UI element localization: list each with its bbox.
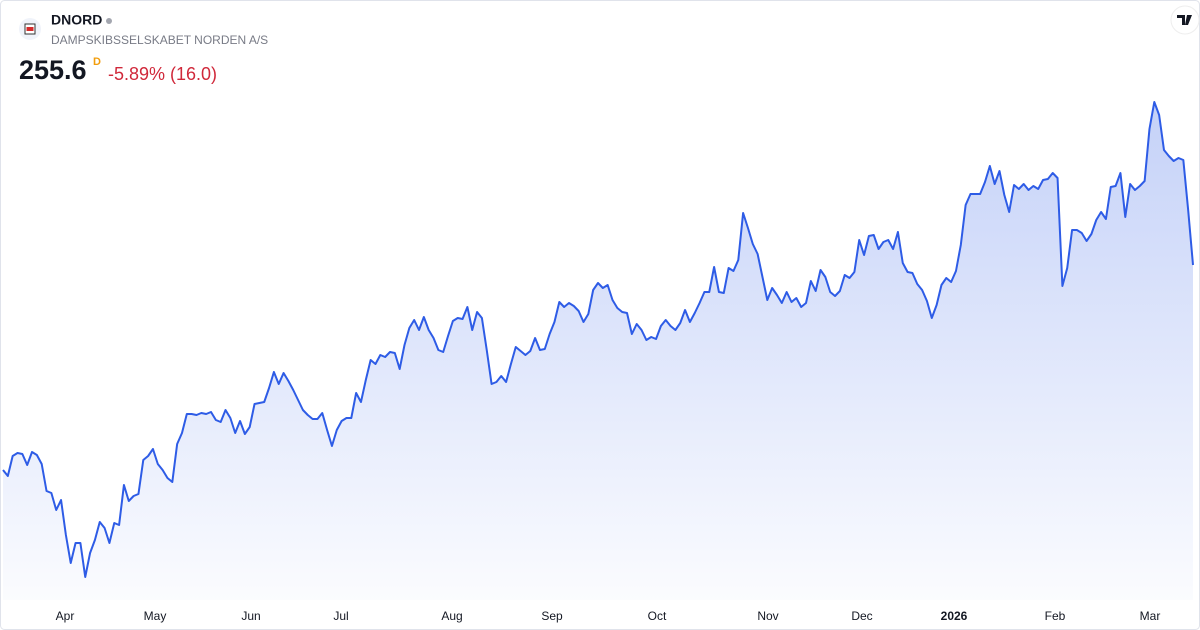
x-tick-label: Jul [333,609,348,623]
x-tick-label: Jun [241,609,260,623]
x-tick-label: Dec [851,609,872,623]
status-dot [106,18,112,24]
x-tick-label: 2026 [941,609,968,623]
symbol: DNORD [51,12,102,28]
x-tick-label: Feb [1045,609,1066,623]
logo [19,18,41,40]
x-tick-label: Oct [648,609,667,623]
x-tick-label: Mar [1140,609,1161,623]
badge: D [93,56,101,68]
tv-logo [1170,5,1200,35]
x-tick-label: Apr [56,609,75,623]
price: 255.6 [19,55,87,85]
x-tick-label: Aug [441,609,462,623]
area-fill [3,102,1193,600]
change: -5.89% (16.0) [108,64,217,84]
x-tick-label: Nov [757,609,778,623]
x-tick-label: May [144,609,167,623]
plot [2,101,1194,600]
company-name: DAMPSKIBSSELSKABET NORDEN A/S [51,33,268,47]
x-tick-label: Sep [541,609,563,623]
price-line [2,101,1194,578]
